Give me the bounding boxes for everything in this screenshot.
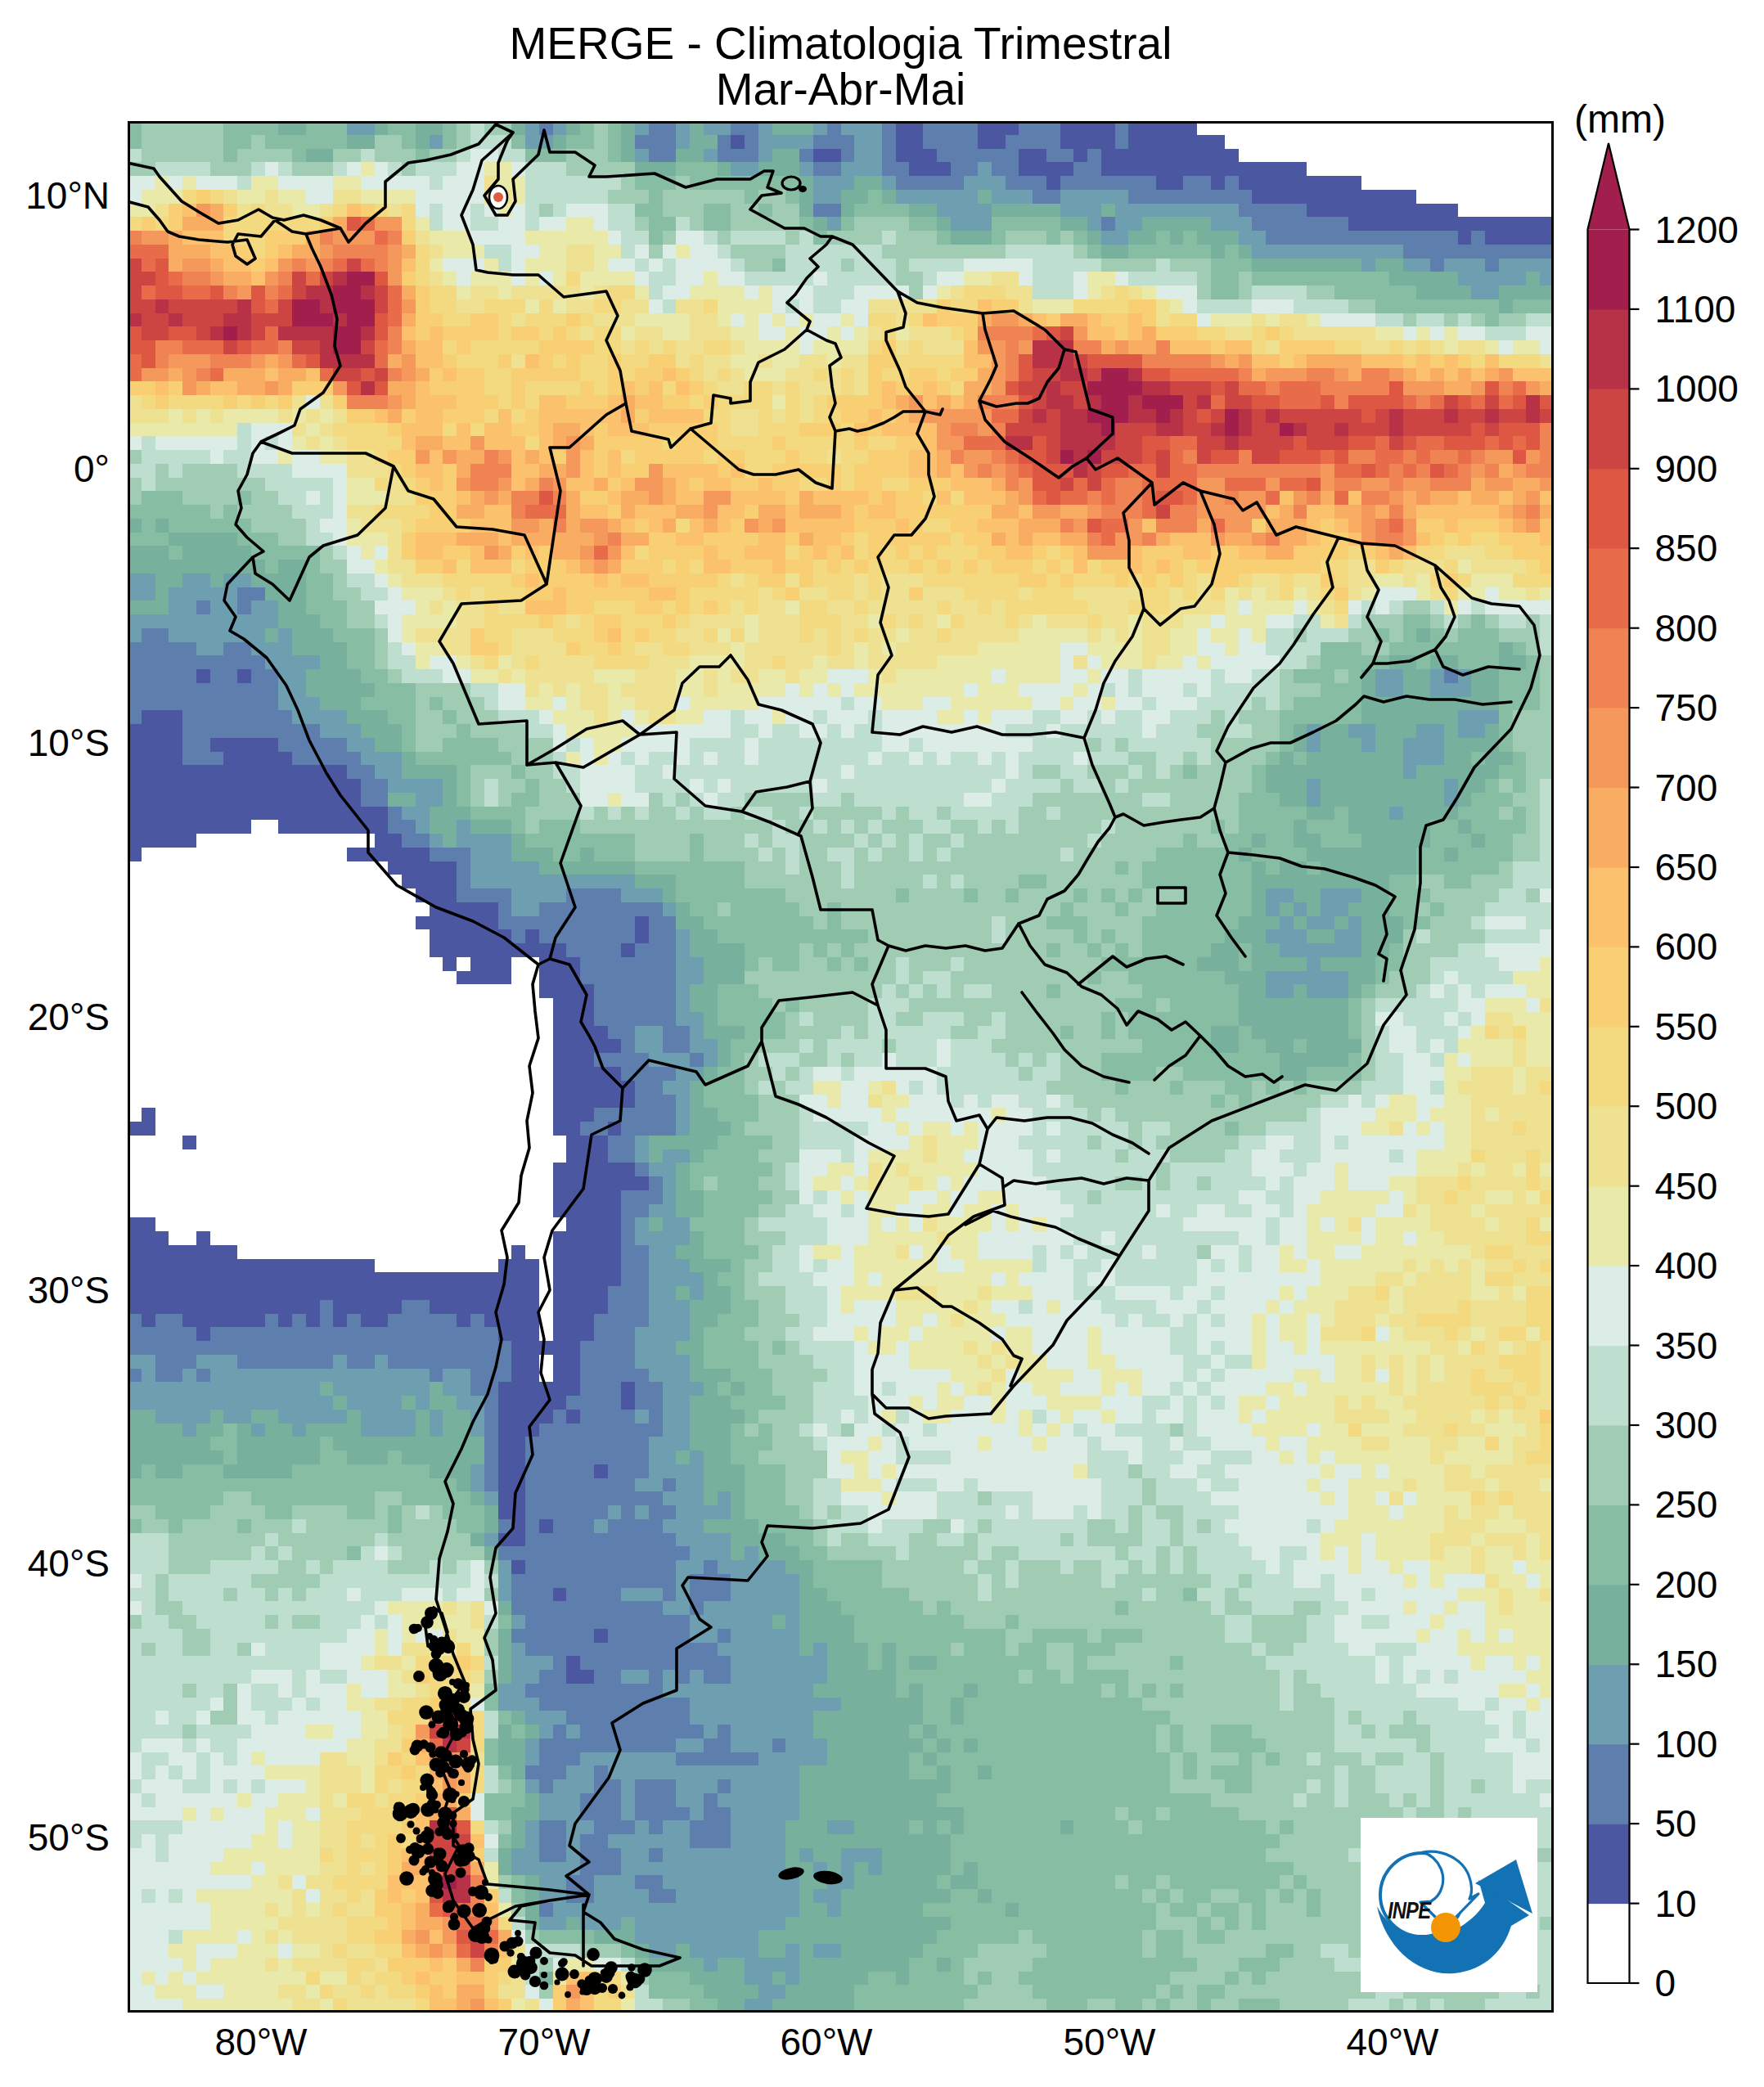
svg-text:900: 900 bbox=[1655, 448, 1718, 490]
svg-text:400: 400 bbox=[1655, 1244, 1718, 1287]
svg-text:450: 450 bbox=[1655, 1165, 1718, 1208]
svg-text:(mm): (mm) bbox=[1574, 97, 1666, 141]
svg-text:650: 650 bbox=[1655, 846, 1718, 888]
svg-text:100: 100 bbox=[1655, 1723, 1718, 1765]
svg-text:550: 550 bbox=[1655, 1005, 1718, 1048]
svg-text:1000: 1000 bbox=[1655, 367, 1739, 410]
svg-text:250: 250 bbox=[1655, 1483, 1718, 1526]
svg-text:350: 350 bbox=[1655, 1325, 1718, 1367]
svg-text:800: 800 bbox=[1655, 607, 1718, 650]
svg-text:1200: 1200 bbox=[1655, 209, 1739, 251]
svg-text:10: 10 bbox=[1655, 1882, 1697, 1925]
svg-text:700: 700 bbox=[1655, 767, 1718, 809]
svg-text:50: 50 bbox=[1655, 1802, 1697, 1845]
svg-text:850: 850 bbox=[1655, 527, 1718, 569]
svg-text:150: 150 bbox=[1655, 1643, 1718, 1685]
svg-text:750: 750 bbox=[1655, 686, 1718, 729]
svg-text:0: 0 bbox=[1655, 1962, 1676, 2004]
svg-text:200: 200 bbox=[1655, 1563, 1718, 1606]
svg-text:300: 300 bbox=[1655, 1404, 1718, 1446]
svg-text:1100: 1100 bbox=[1655, 288, 1736, 331]
svg-text:500: 500 bbox=[1655, 1085, 1718, 1127]
svg-text:600: 600 bbox=[1655, 925, 1718, 968]
